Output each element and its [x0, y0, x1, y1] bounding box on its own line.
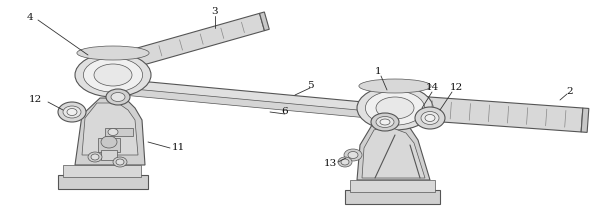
Text: 3: 3	[212, 8, 218, 17]
Text: 11: 11	[172, 143, 185, 153]
Ellipse shape	[111, 93, 125, 101]
Polygon shape	[75, 98, 145, 165]
Ellipse shape	[67, 109, 77, 116]
Ellipse shape	[421, 112, 439, 124]
Ellipse shape	[75, 53, 151, 97]
Polygon shape	[362, 126, 425, 178]
Text: 13: 13	[323, 159, 337, 167]
Ellipse shape	[113, 157, 127, 167]
Ellipse shape	[106, 89, 130, 105]
Bar	[58, 175, 148, 189]
Bar	[105, 128, 133, 136]
Ellipse shape	[91, 154, 99, 160]
Ellipse shape	[101, 136, 117, 148]
Bar	[101, 150, 117, 160]
Bar	[345, 190, 440, 204]
Text: 12: 12	[28, 95, 41, 105]
Ellipse shape	[88, 152, 102, 162]
Bar	[98, 138, 120, 152]
Ellipse shape	[58, 102, 86, 122]
Bar	[63, 165, 141, 177]
Ellipse shape	[77, 46, 149, 60]
Ellipse shape	[94, 64, 132, 86]
Ellipse shape	[357, 86, 433, 130]
Ellipse shape	[415, 107, 445, 129]
Polygon shape	[357, 120, 430, 180]
Ellipse shape	[348, 151, 358, 159]
Text: 4: 4	[26, 14, 34, 23]
Ellipse shape	[359, 79, 431, 93]
Polygon shape	[128, 80, 395, 115]
Ellipse shape	[365, 91, 425, 125]
Text: 1: 1	[374, 68, 382, 76]
Polygon shape	[128, 89, 395, 120]
Ellipse shape	[116, 159, 124, 165]
Text: 14: 14	[425, 83, 439, 93]
Ellipse shape	[380, 119, 390, 125]
Polygon shape	[414, 96, 583, 132]
Text: 2: 2	[566, 87, 574, 97]
Ellipse shape	[341, 159, 349, 165]
Ellipse shape	[425, 114, 435, 122]
Ellipse shape	[371, 113, 399, 131]
Ellipse shape	[376, 116, 394, 128]
Ellipse shape	[344, 149, 362, 161]
Ellipse shape	[338, 157, 352, 167]
Ellipse shape	[376, 97, 414, 119]
Text: 5: 5	[307, 81, 313, 89]
Polygon shape	[260, 12, 269, 31]
Ellipse shape	[63, 106, 81, 118]
Polygon shape	[82, 103, 138, 155]
Polygon shape	[133, 13, 265, 67]
Bar	[350, 180, 435, 192]
Text: 12: 12	[449, 83, 463, 93]
Ellipse shape	[83, 58, 143, 92]
Ellipse shape	[108, 128, 118, 136]
Text: 6: 6	[281, 107, 289, 116]
Polygon shape	[581, 108, 589, 132]
